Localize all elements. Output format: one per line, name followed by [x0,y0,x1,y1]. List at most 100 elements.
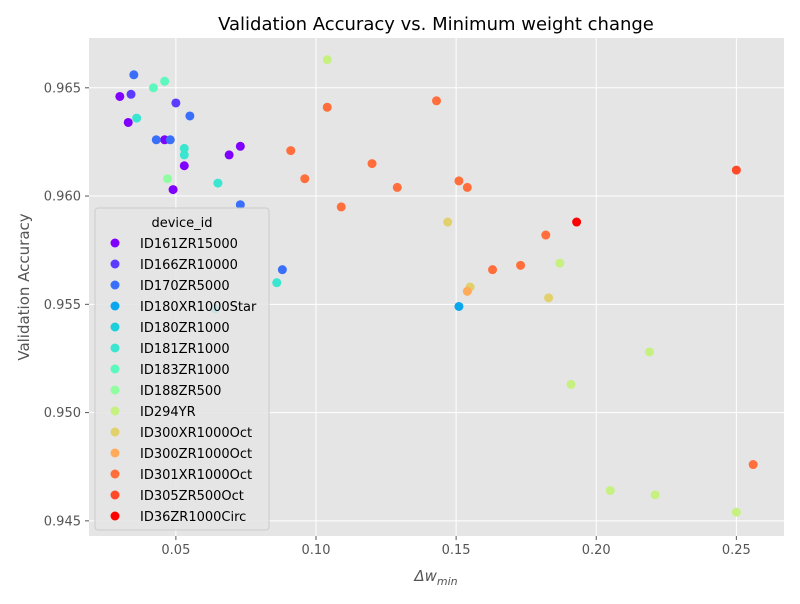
data-point [165,135,175,145]
data-point [115,91,125,101]
data-point [123,117,133,127]
data-point [748,460,758,470]
y-tick-label: 0.965 [44,81,81,96]
x-tick-label: 0.20 [582,543,611,558]
legend-label: ID170ZR5000 [140,279,230,294]
data-point [224,150,234,160]
legend-marker [110,385,120,395]
y-tick-label: 0.960 [44,190,81,205]
data-point [541,230,551,240]
data-point [168,185,178,195]
legend-marker [110,238,120,248]
legend-marker [110,406,120,416]
data-point [300,174,310,184]
data-point [650,490,660,500]
data-point [367,159,377,169]
data-point [566,379,576,389]
data-point [171,98,181,108]
data-point [392,182,402,192]
legend-label: ID188ZR500 [140,384,221,399]
x-axis-label-subscript: min [437,575,458,588]
x-tick-label: 0.10 [302,543,331,558]
x-tick-label: 0.25 [722,543,751,558]
data-point [179,161,189,171]
data-point [462,182,472,192]
legend-label: ID294YR [140,405,196,420]
x-tick-label: 0.15 [442,543,471,558]
legend-box [94,207,270,531]
y-tick-label: 0.950 [44,406,81,421]
data-point [644,347,654,357]
data-points [115,55,758,517]
legend-label: ID301XR1000Oct [140,468,252,483]
data-point [432,96,441,106]
legend-marker [110,427,120,437]
data-point [160,76,170,86]
data-point [555,258,565,268]
legend-label: ID180XR1000Star [140,300,257,315]
data-point [132,113,142,123]
legend-marker [110,490,120,500]
data-point [213,178,223,188]
legend-marker [110,280,120,290]
legend-marker [110,448,120,458]
data-point [488,265,498,275]
data-point [516,260,526,270]
data-point [443,217,453,227]
y-axis-label: Validation Accuracy [15,213,33,360]
legend: device_id ID161ZR15000 ID166ZR10000 ID170Z… [94,207,270,531]
legend-label: ID300ZR1000Oct [140,447,252,462]
legend-items: ID161ZR15000 ID166ZR10000 ID170ZR5000 ID180… [110,237,257,525]
data-point [454,176,464,186]
y-axis-ticks: 0.945 0.950 0.955 0.960 0.965 [44,81,89,529]
data-point [286,146,296,156]
legend-label: ID183ZR1000 [140,363,230,378]
data-point [179,143,189,153]
x-axis-ticks: 0.05 0.10 0.15 0.20 0.25 [161,536,751,558]
data-point [322,102,332,112]
data-point [162,174,172,184]
data-point [544,293,554,303]
chart-title: Validation Accuracy vs. Minimum weight c… [218,14,654,35]
data-point [336,202,346,212]
y-tick-label: 0.945 [44,514,81,529]
legend-title: device_id [151,216,212,231]
legend-marker [110,301,120,311]
data-point [126,89,136,99]
legend-marker [110,343,120,353]
data-point [462,286,472,296]
legend-marker [110,511,120,521]
data-point [322,55,332,65]
x-axis-label-main: Δw [413,567,437,585]
data-point [151,135,161,145]
legend-marker [110,469,120,479]
data-point [454,301,464,311]
data-point [235,200,245,210]
data-point [272,278,282,288]
legend-label: ID181ZR1000 [140,342,230,357]
data-point [179,150,189,160]
legend-label: ID166ZR10000 [140,258,238,273]
y-tick-label: 0.955 [44,298,81,313]
data-point [731,507,741,517]
data-point [572,217,582,227]
data-point [605,486,615,496]
data-point [235,141,245,151]
data-point [129,70,139,80]
legend-label: ID305ZR500Oct [140,489,244,504]
data-point [277,265,287,275]
legend-marker [110,259,120,269]
legend-label: ID300XR1000Oct [140,426,252,441]
legend-label: ID180ZR1000 [140,321,230,336]
data-point [148,83,158,93]
x-tick-label: 0.05 [161,543,190,558]
legend-marker [110,364,120,374]
legend-marker [110,322,120,332]
x-axis-label: Δwmin [413,567,457,588]
legend-label: ID36ZR1000Circ [140,510,246,525]
data-point [185,111,195,121]
data-point [731,165,741,175]
legend-label: ID161ZR15000 [140,237,238,252]
